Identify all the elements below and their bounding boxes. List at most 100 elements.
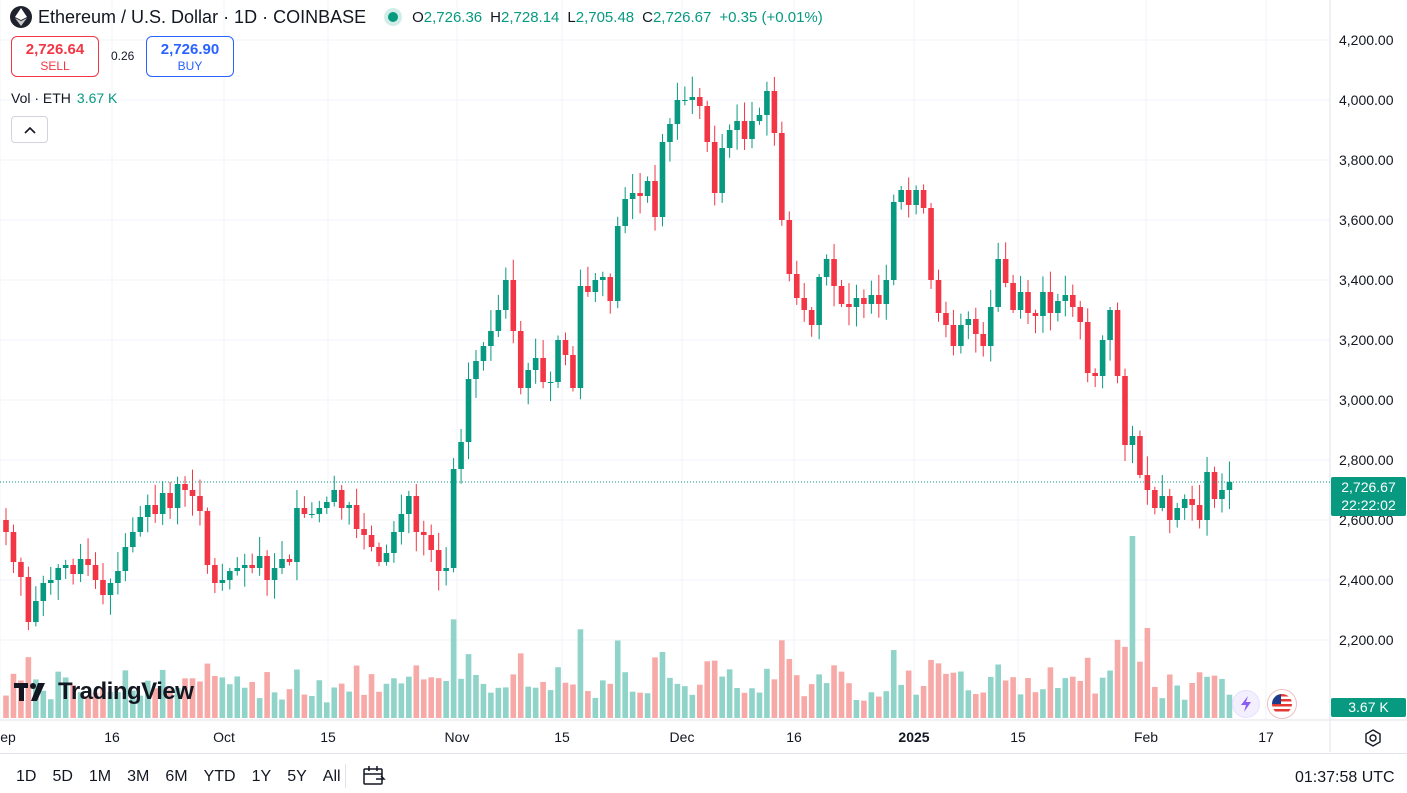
candle-body — [987, 307, 994, 346]
candle-body — [1047, 292, 1054, 313]
candle-body — [368, 535, 375, 547]
volume-bar — [517, 653, 524, 718]
volume-bar — [279, 699, 285, 718]
volume-bar — [488, 692, 494, 718]
candle-body — [965, 319, 972, 325]
candle-body — [122, 547, 129, 571]
candle-body — [861, 298, 867, 304]
timeframe-selector: 1D 5D 1M 3M 6M YTD 1Y 5Y All — [8, 768, 349, 786]
volume-bar — [1025, 678, 1031, 718]
candle-body — [540, 358, 546, 382]
timeframe-1y[interactable]: 1Y — [251, 768, 272, 785]
timeframe-all[interactable]: All — [322, 768, 341, 785]
y-tick-label: 3,800.00 — [1339, 152, 1394, 168]
candle-body — [1152, 490, 1158, 508]
volume-bar — [1077, 680, 1084, 718]
candle-body — [152, 505, 158, 514]
volume-bar — [450, 619, 457, 718]
us-flag-icon[interactable] — [1267, 689, 1297, 719]
volume-bar — [256, 698, 263, 718]
timeframe-ytd[interactable]: YTD — [203, 768, 236, 785]
volume-bar — [465, 654, 472, 718]
volume-bar — [62, 677, 69, 718]
candle-body — [637, 193, 643, 196]
candle-body — [808, 310, 815, 325]
volume-bar — [816, 674, 822, 718]
volume-bar — [935, 663, 942, 718]
candle-body — [816, 277, 822, 325]
candle-body — [256, 556, 263, 568]
candle-body — [659, 142, 666, 217]
volume-bar — [368, 674, 375, 718]
symbol-title[interactable]: Ethereum / U.S. Dollar · 1D · COINBASE — [38, 6, 367, 27]
gear-icon[interactable] — [1362, 727, 1384, 749]
volume-bar — [435, 678, 442, 718]
candle-body — [25, 577, 32, 622]
volume-bar — [234, 676, 241, 718]
timeframe-3m[interactable]: 3M — [127, 768, 150, 785]
candle-body — [204, 511, 211, 565]
spread-value: 0.26 — [111, 49, 135, 63]
sell-button[interactable]: 2,726.64 SELL — [11, 36, 99, 77]
collapse-legend-button[interactable] — [11, 116, 48, 143]
candle-body — [1069, 295, 1076, 307]
volume-bar — [674, 683, 681, 718]
utc-clock[interactable]: 01:37:58 UTC — [1295, 769, 1395, 786]
timeframe-1m[interactable]: 1M — [88, 768, 112, 785]
volume-bar — [212, 675, 218, 718]
candle-body — [77, 559, 84, 574]
volume-bar — [406, 676, 412, 718]
lightning-event-icon[interactable] — [1232, 690, 1260, 718]
candle-body — [1204, 472, 1210, 520]
volume-bar — [562, 682, 569, 718]
candle-body — [510, 280, 517, 331]
candle-body — [600, 277, 606, 280]
volume-legend[interactable]: Vol · ETH 3.67 K — [11, 90, 117, 106]
candle-body — [159, 493, 166, 514]
timeframe-5y[interactable]: 5Y — [287, 768, 307, 785]
price-chart[interactable] — [0, 0, 1407, 752]
volume-bar — [823, 683, 830, 718]
candle-body — [1144, 475, 1151, 490]
volume-bar — [473, 674, 479, 718]
volume-bar — [122, 670, 129, 718]
candle-body — [928, 208, 934, 280]
candle-body — [309, 514, 315, 515]
candle-body — [1159, 496, 1166, 508]
candle-body — [443, 568, 449, 571]
volume-bar — [3, 695, 9, 718]
buy-button[interactable]: 2,726.90 BUY — [146, 36, 234, 77]
calendar-icon[interactable] — [362, 765, 386, 792]
timeframe-6m[interactable]: 6M — [165, 768, 188, 785]
timeframe-5d[interactable]: 5D — [52, 768, 73, 785]
volume-bar — [644, 693, 651, 718]
y-tick-label: 2,800.00 — [1339, 452, 1394, 468]
candle-body — [353, 505, 360, 529]
tradingview-logo[interactable]: TradingView — [14, 678, 194, 706]
volume-bar — [637, 692, 643, 718]
candle-body — [316, 508, 323, 514]
candle-body — [85, 559, 91, 565]
volume-bar — [152, 688, 158, 718]
candle-body — [950, 325, 957, 346]
volume-bar — [555, 667, 561, 718]
candle-body — [271, 568, 278, 580]
candle-body — [838, 286, 845, 304]
candle-body — [585, 286, 591, 292]
volume-bar — [793, 675, 800, 718]
volume-bar — [1047, 667, 1054, 718]
x-tick-label: 17 — [1258, 729, 1274, 745]
volume-bar — [890, 650, 897, 718]
candle-body — [398, 514, 405, 532]
candle-body — [70, 565, 76, 574]
candle-body — [1196, 505, 1203, 520]
candle-body — [3, 520, 9, 532]
volume-bar — [495, 687, 502, 718]
volume-bar — [503, 687, 509, 718]
candle-body — [644, 181, 651, 196]
volume-bar — [204, 663, 211, 718]
timeframe-1d[interactable]: 1D — [16, 768, 37, 785]
candle-body — [1010, 283, 1016, 310]
volume-bar — [1122, 646, 1128, 718]
candle-body — [831, 259, 837, 286]
